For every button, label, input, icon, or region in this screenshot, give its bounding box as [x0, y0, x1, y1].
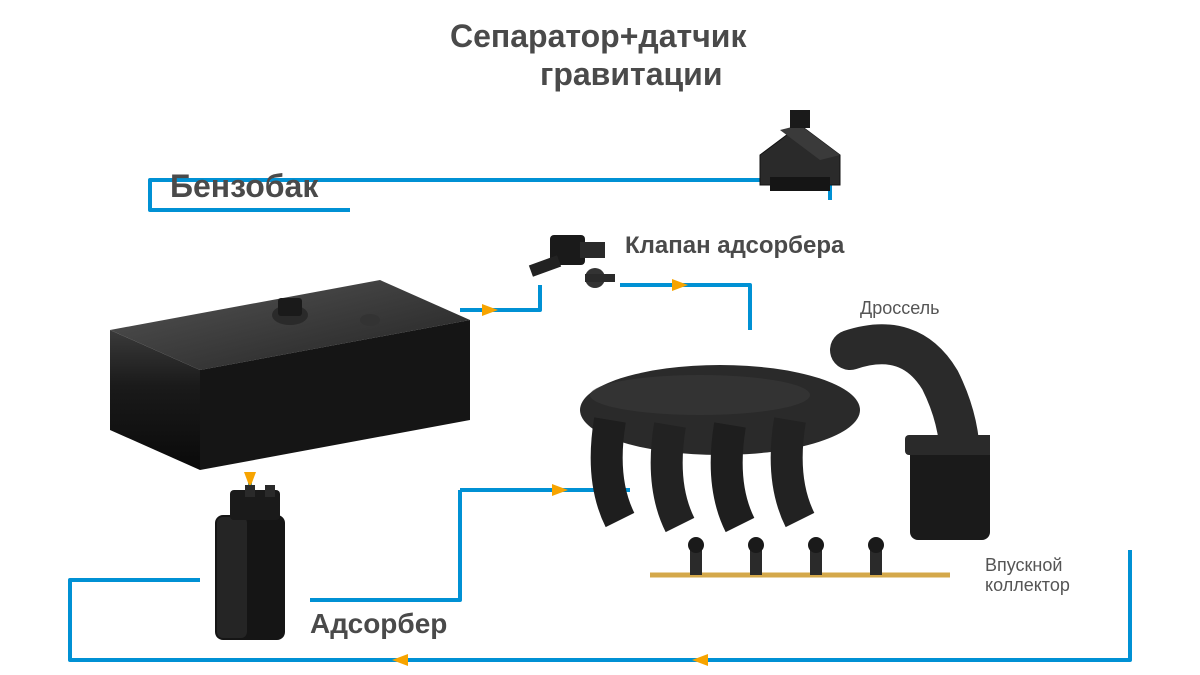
injector-rail-component [640, 535, 960, 600]
intake-manifold-label-line2: коллектор [985, 575, 1070, 596]
separator-label-line1: Сепаратор+датчик [450, 18, 746, 55]
adsorber-component [195, 485, 315, 655]
throttle-label: Дроссель [860, 298, 940, 319]
purge-valve-label: Клапан адсорбера [625, 232, 844, 260]
intake-manifold-component [570, 320, 990, 555]
tank-label: Бензобак [170, 168, 318, 205]
adsorber-label: Адсорбер [310, 608, 447, 640]
purge-valve-component [525, 230, 625, 300]
separator-label-line2: гравитации [540, 56, 723, 93]
separator-component [740, 105, 860, 200]
intake-manifold-label-line1: Впускной [985, 555, 1062, 576]
fuel-tank-component [100, 270, 480, 485]
